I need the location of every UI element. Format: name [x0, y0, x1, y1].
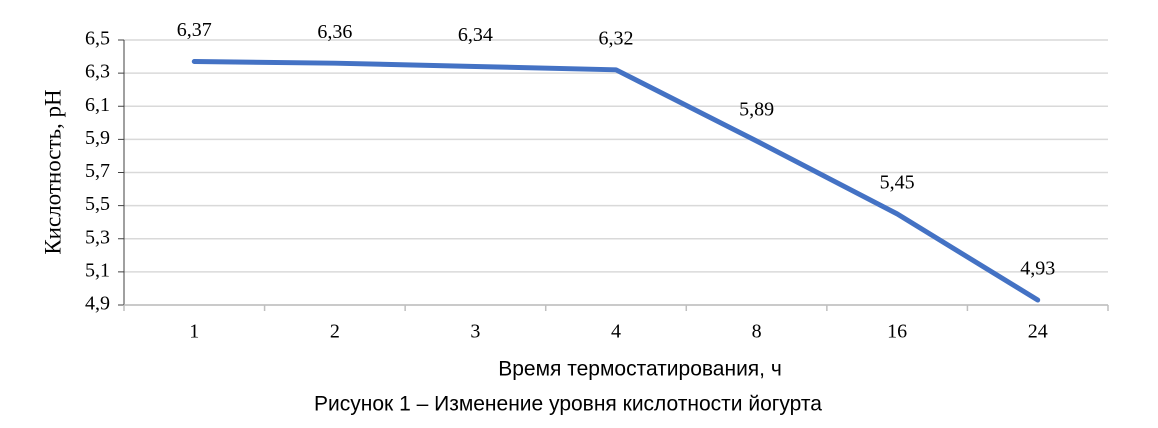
data-label: 5,45: [880, 172, 915, 194]
x-tick-label: 8: [752, 321, 762, 343]
data-label: 4,93: [1020, 258, 1055, 280]
data-label: 5,89: [739, 99, 774, 121]
x-tick-label: 4: [611, 321, 621, 343]
data-label: 6,36: [317, 21, 352, 43]
y-tick-label: 6,3: [85, 61, 110, 83]
x-tick-label: 1: [189, 321, 199, 343]
y-tick-label: 6,1: [85, 94, 110, 116]
y-tick-label: 5,9: [85, 127, 110, 149]
y-tick-label: 5,1: [85, 259, 110, 281]
y-tick-label: 5,5: [85, 193, 110, 215]
caption: Рисунок 1 – Изменение уровня кислотности…: [314, 393, 822, 416]
x-tick-label: 3: [470, 321, 480, 343]
y-tick-label: 4,9: [85, 293, 110, 315]
data-label: 6,34: [458, 24, 493, 46]
y-tick-label: 5,3: [85, 226, 110, 248]
y-axis-title: Кислотность, pH: [40, 89, 65, 254]
data-label: 6,32: [599, 27, 634, 49]
line: [191, 59, 1041, 303]
y-tick-label: 6,5: [85, 28, 110, 50]
x-tick-label: 16: [887, 321, 907, 343]
x-tick-label: 2: [330, 321, 340, 343]
x-tick-label: 24: [1028, 321, 1048, 343]
data-label: 6,37: [177, 19, 212, 41]
x-axis-title: Время термостатирования, ч: [498, 358, 782, 381]
y-tick-label: 5,7: [85, 160, 110, 182]
